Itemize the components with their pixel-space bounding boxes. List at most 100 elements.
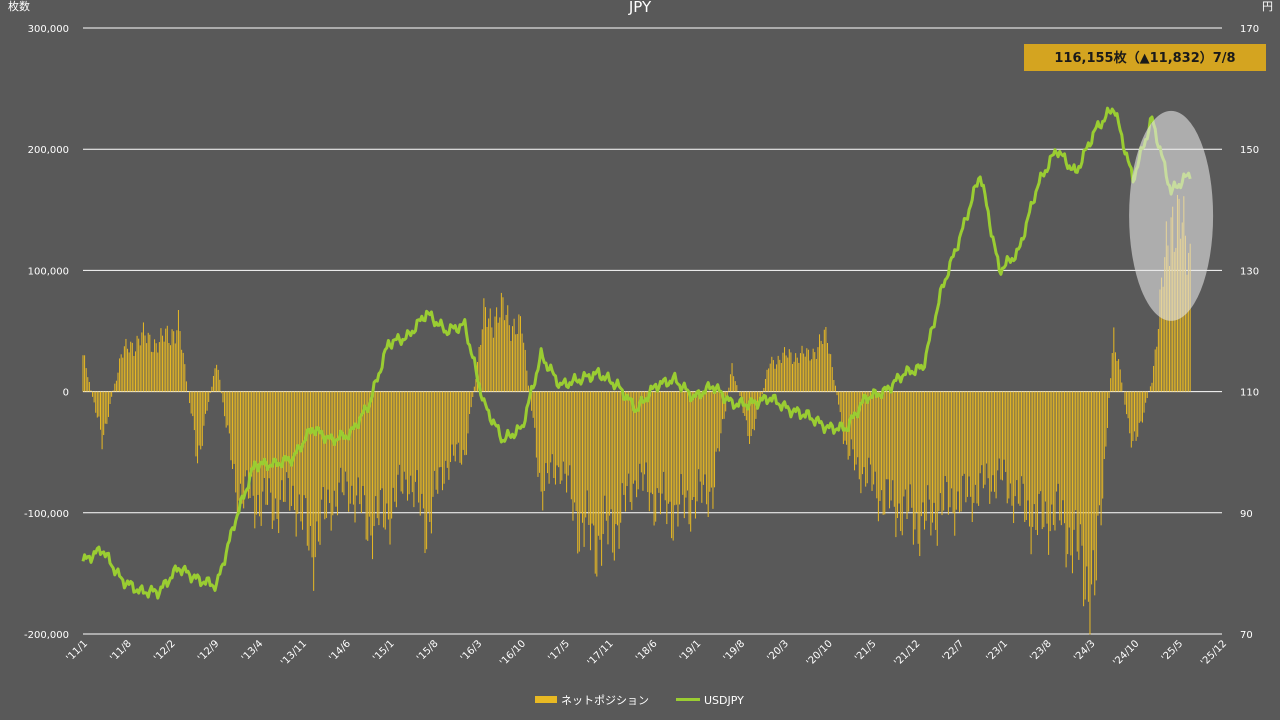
bar-series-net-position — [82, 194, 1191, 635]
bar — [591, 391, 593, 524]
bar — [785, 355, 787, 392]
bar — [714, 391, 716, 488]
x-axis-tick-label: '25/12 — [1199, 638, 1229, 668]
bar — [1094, 391, 1096, 596]
bar — [403, 391, 405, 472]
bar — [147, 332, 149, 392]
bar — [787, 357, 789, 392]
bar — [394, 391, 396, 502]
bar — [484, 307, 486, 392]
bar — [637, 391, 639, 490]
bar — [666, 391, 668, 525]
bar — [844, 391, 846, 441]
bar — [795, 353, 797, 392]
bar — [1137, 391, 1139, 437]
bar — [830, 354, 832, 392]
bar — [208, 391, 210, 402]
bar — [916, 391, 918, 513]
bar — [130, 341, 132, 392]
bar — [838, 391, 840, 405]
x-axis-tick-label: '21/5 — [853, 638, 879, 664]
bar — [567, 391, 569, 476]
x-axis-tick-label: '12/9 — [196, 638, 222, 664]
right-axis-tick-label: 150 — [1240, 145, 1259, 156]
bar — [553, 391, 555, 479]
bar — [440, 391, 442, 468]
bar — [165, 328, 167, 392]
bar — [604, 391, 606, 496]
bar — [1111, 353, 1113, 392]
bar — [1001, 391, 1003, 481]
bar — [895, 391, 897, 538]
bar — [799, 353, 801, 392]
bar — [640, 391, 642, 473]
bar — [1056, 391, 1058, 492]
bar — [364, 391, 366, 496]
x-axis-tick-label: '19/1 — [678, 638, 704, 664]
bar — [997, 391, 999, 471]
bar — [927, 391, 929, 486]
bar — [973, 391, 975, 503]
bar — [906, 391, 908, 520]
bar — [731, 363, 733, 392]
bar — [448, 391, 450, 480]
bar — [966, 391, 968, 497]
bar — [281, 391, 283, 481]
bar — [434, 391, 436, 471]
bar — [1188, 252, 1190, 392]
bar — [578, 391, 580, 552]
bar — [149, 334, 151, 392]
bar — [970, 391, 972, 497]
bar — [904, 391, 906, 490]
bar — [831, 367, 833, 392]
bar — [98, 391, 100, 417]
line-series-usdjpy — [81, 106, 1192, 600]
bar — [566, 391, 568, 493]
bar — [162, 335, 164, 392]
bar — [486, 326, 488, 392]
x-axis-tick-label: '13/11 — [279, 638, 309, 668]
bar — [1027, 391, 1029, 501]
bar — [931, 391, 933, 523]
bar — [986, 391, 988, 464]
bar — [127, 348, 129, 392]
bar — [861, 391, 863, 475]
bar — [195, 391, 197, 457]
bar — [155, 343, 157, 392]
bar — [1113, 327, 1115, 392]
bar — [857, 391, 859, 458]
bar — [663, 391, 665, 472]
bar — [801, 345, 803, 392]
bar — [1124, 391, 1126, 405]
bar — [104, 391, 106, 424]
bar — [1043, 391, 1045, 528]
bar — [1186, 274, 1188, 392]
left-axis-tick-label: 0 — [63, 388, 69, 399]
bar — [524, 349, 526, 392]
bar — [133, 355, 135, 392]
bar — [335, 391, 337, 507]
bar — [1156, 346, 1158, 392]
bar — [559, 391, 561, 484]
bar — [1078, 391, 1080, 560]
bar — [521, 333, 523, 392]
bar — [718, 391, 720, 452]
x-axis-tick-label: '25/5 — [1160, 638, 1186, 664]
bar — [1081, 391, 1083, 546]
bar — [90, 390, 92, 392]
bar — [881, 391, 883, 491]
bar — [1009, 391, 1011, 484]
bar — [825, 326, 827, 392]
bar — [548, 391, 550, 484]
bar — [179, 331, 181, 392]
bar — [943, 391, 945, 511]
bar — [1140, 391, 1142, 422]
bar — [564, 391, 566, 474]
bar — [504, 320, 506, 392]
x-axis-tick-label: '19/8 — [722, 638, 748, 664]
bar — [889, 391, 891, 509]
bar — [465, 391, 467, 455]
bar — [319, 391, 321, 545]
bar — [865, 391, 867, 487]
